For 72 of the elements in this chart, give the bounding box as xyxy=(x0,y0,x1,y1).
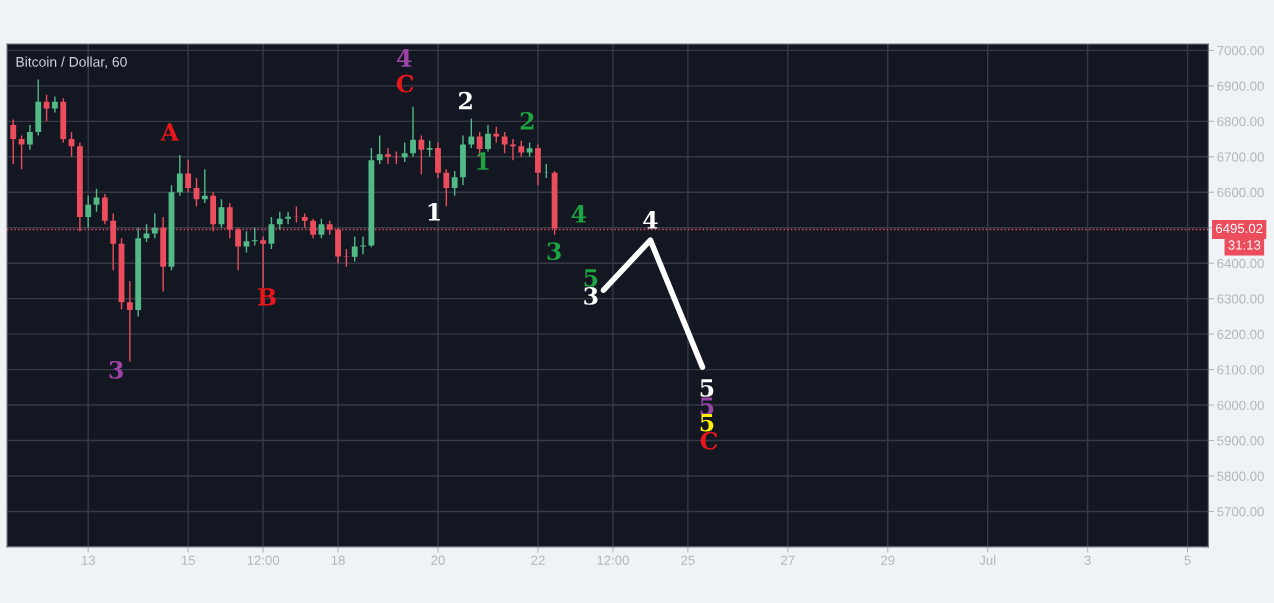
annotation: 5 xyxy=(700,414,714,432)
candlestick xyxy=(401,141,408,163)
ref-line-label: 6495.02 xyxy=(1216,223,1263,234)
x-tick-label: 18 xyxy=(331,555,345,565)
candlestick xyxy=(10,118,17,165)
x-tick-label: 15 xyxy=(181,555,195,565)
x-tick-label: Jul xyxy=(979,555,996,565)
y-tick-label: 6000.00 xyxy=(1217,400,1264,410)
candlestick xyxy=(85,195,92,229)
annotation: 3 xyxy=(109,360,123,379)
y-tick-label: 5700.00 xyxy=(1217,507,1264,517)
candlestick xyxy=(185,159,192,193)
candlestick xyxy=(351,235,358,263)
x-tick-label: 3 xyxy=(1084,555,1091,565)
annotation: 1 xyxy=(428,202,440,221)
x-tick-label: 12:00 xyxy=(597,555,629,565)
x-tick-label: 5 xyxy=(1184,555,1191,565)
x-tick-label: 25 xyxy=(681,555,695,565)
candlestick xyxy=(151,212,158,240)
candlestick xyxy=(468,117,475,149)
y-tick-label: 6700.00 xyxy=(1217,152,1264,162)
candlestick xyxy=(443,168,450,208)
x-tick-label: 29 xyxy=(881,555,895,565)
y-tick-label: 6900.00 xyxy=(1217,81,1264,91)
candlestick xyxy=(27,124,33,151)
annotation: 2 xyxy=(459,91,472,110)
x-tick-label: 13 xyxy=(81,555,95,565)
x-tick-label: 27 xyxy=(781,555,795,565)
x-tick-label: 12:00 xyxy=(247,555,280,565)
x-tick-label: 22 xyxy=(531,555,545,565)
annotation: 4 xyxy=(643,211,658,229)
annotation: C xyxy=(396,74,414,93)
annotation: B xyxy=(258,288,276,306)
candlestick xyxy=(243,230,250,254)
x-tick-label: 20 xyxy=(431,555,445,565)
candlestick xyxy=(376,134,383,165)
annotation: 4 xyxy=(571,205,587,223)
candlestick xyxy=(510,138,516,162)
candlestick xyxy=(176,154,183,197)
candlestick xyxy=(385,147,391,165)
candlestick xyxy=(101,193,108,225)
y-tick-label: 7000.00 xyxy=(1217,45,1264,56)
candlestick xyxy=(410,106,416,158)
text: 31:13 xyxy=(1228,240,1261,250)
annotation: C xyxy=(700,431,718,450)
y-tick-label: 6200.00 xyxy=(1217,329,1264,340)
candlestick xyxy=(285,211,292,225)
y-tick-label: 6600.00 xyxy=(1217,187,1264,198)
candlestick xyxy=(260,235,267,289)
candlestick xyxy=(318,218,325,240)
annotation: 5 xyxy=(584,269,598,287)
annotation: 3 xyxy=(547,242,561,261)
text: Bitcoin / Dollar, 60 xyxy=(16,56,127,69)
annotation: 3 xyxy=(584,286,598,305)
candlestick xyxy=(418,134,425,176)
candlestick xyxy=(43,94,50,123)
y-tick-label: 6300.00 xyxy=(1217,294,1264,304)
annotation: 2 xyxy=(520,111,534,130)
annotation: 4 xyxy=(396,49,412,67)
y-tick-label: 6800.00 xyxy=(1217,116,1264,127)
candlestick xyxy=(501,131,508,154)
annotation: 1 xyxy=(477,152,489,170)
y-tick-label: 5800.00 xyxy=(1217,471,1264,481)
candlestick xyxy=(451,170,458,197)
y-tick-label: 6400.00 xyxy=(1217,258,1264,269)
candlestick xyxy=(360,235,366,256)
candlestick xyxy=(126,280,133,363)
y-tick-label: 6100.00 xyxy=(1217,365,1264,375)
annotation: A xyxy=(160,123,180,141)
candlestick xyxy=(485,124,491,153)
y-tick-label: 5900.00 xyxy=(1217,436,1264,446)
annotation: 5 xyxy=(700,379,714,397)
